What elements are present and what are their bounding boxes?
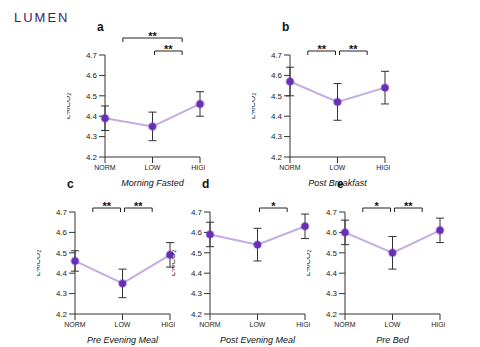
svg-text:HIGH: HIGH	[376, 164, 390, 171]
svg-text:4.3: 4.3	[56, 289, 68, 298]
svg-text:4.7: 4.7	[56, 208, 68, 217]
html-text:Morning Fasted: Morning Fasted	[121, 178, 184, 188]
html-text:Post Evening Meal: Post Evening Meal	[220, 335, 295, 345]
svg-text:4.6: 4.6	[56, 228, 68, 237]
svg-text:HIGH: HIGH	[296, 321, 310, 328]
svg-text:LOW: LOW	[115, 321, 131, 328]
svg-text:4.3: 4.3	[326, 289, 338, 298]
svg-text:4.4: 4.4	[56, 269, 68, 278]
svg-text:L%CO₂: L%CO₂	[67, 93, 72, 120]
svg-text:**: **	[349, 43, 358, 55]
svg-text:4.2: 4.2	[56, 310, 68, 319]
svg-text:L%CO₂: L%CO₂	[252, 93, 257, 120]
svg-text:LOW: LOW	[385, 321, 401, 328]
svg-text:4.7: 4.7	[326, 208, 338, 217]
svg-text:4.6: 4.6	[86, 71, 98, 80]
html-text:a: a	[97, 20, 104, 34]
svg-text:4.2: 4.2	[326, 310, 338, 319]
svg-text:LOW: LOW	[250, 321, 266, 328]
svg-text:4.3: 4.3	[191, 289, 203, 298]
svg-text:4.2: 4.2	[86, 153, 98, 162]
svg-text:**: **	[148, 30, 157, 42]
svg-text:L%CO₂: L%CO₂	[307, 250, 312, 277]
html-text:Pre Evening Meal: Pre Evening Meal	[87, 335, 158, 345]
html-text:LUMEN: LUMEN	[14, 10, 70, 25]
svg-text:4.6: 4.6	[326, 228, 338, 237]
svg-text:LOW: LOW	[145, 164, 161, 171]
svg-text:L%CO₂: L%CO₂	[172, 250, 177, 277]
svg-text:NORM: NORM	[279, 164, 301, 171]
svg-text:4.4: 4.4	[271, 112, 283, 121]
svg-text:**: **	[134, 200, 143, 212]
html-text:b: b	[282, 20, 290, 34]
html-text:c: c	[67, 177, 74, 191]
svg-text:4.7: 4.7	[191, 208, 203, 217]
svg-text:NORM: NORM	[94, 164, 116, 171]
svg-text:*: *	[375, 200, 380, 212]
svg-text:HIGH: HIGH	[161, 321, 175, 328]
svg-text:4.2: 4.2	[191, 310, 203, 319]
html-text:d: d	[202, 177, 210, 191]
svg-text:LOW: LOW	[330, 164, 346, 171]
html-text:Post Breakfast: Post Breakfast	[308, 178, 367, 188]
svg-text:4.7: 4.7	[271, 51, 283, 60]
svg-text:4.5: 4.5	[56, 249, 68, 258]
svg-text:4.4: 4.4	[326, 269, 338, 278]
svg-text:4.4: 4.4	[86, 112, 98, 121]
svg-text:4.3: 4.3	[271, 132, 283, 141]
svg-text:**: **	[317, 43, 326, 55]
html-text:Pre Bed: Pre Bed	[376, 335, 409, 345]
html-text:e: e	[337, 177, 344, 191]
svg-text:*: *	[271, 200, 276, 212]
svg-text:4.5: 4.5	[326, 249, 338, 258]
svg-text:**: **	[102, 200, 111, 212]
svg-text:HIGH: HIGH	[431, 321, 445, 328]
svg-text:4.6: 4.6	[191, 228, 203, 237]
svg-text:NORM: NORM	[64, 321, 86, 328]
svg-text:4.7: 4.7	[86, 51, 98, 60]
svg-text:L%CO₂: L%CO₂	[37, 250, 42, 277]
svg-text:4.5: 4.5	[271, 92, 283, 101]
svg-text:4.5: 4.5	[86, 92, 98, 101]
svg-text:4.4: 4.4	[191, 269, 203, 278]
svg-text:4.6: 4.6	[271, 71, 283, 80]
svg-text:4.2: 4.2	[271, 153, 283, 162]
svg-text:**: **	[404, 200, 413, 212]
svg-text:HIGH: HIGH	[191, 164, 205, 171]
svg-text:4.5: 4.5	[191, 249, 203, 258]
svg-text:NORM: NORM	[199, 321, 221, 328]
svg-text:NORM: NORM	[334, 321, 356, 328]
svg-text:**: **	[164, 43, 173, 55]
svg-text:4.3: 4.3	[86, 132, 98, 141]
